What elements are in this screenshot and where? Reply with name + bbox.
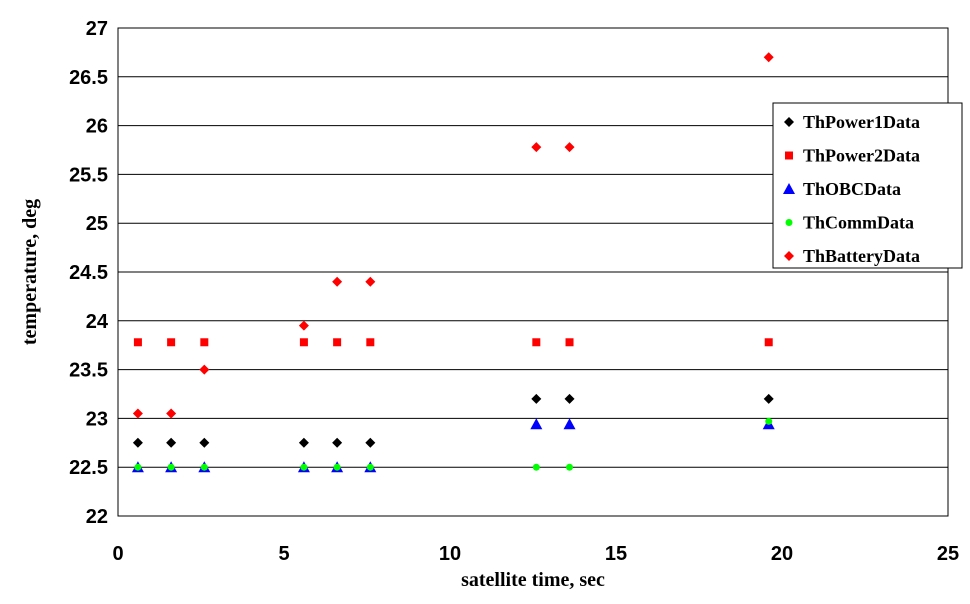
- data-point: [200, 338, 209, 347]
- series-ThPower1Data: [132, 393, 774, 448]
- data-point: [167, 338, 176, 347]
- legend: ThPower1Data ThPower2Data ThOBCData ThCommD…: [772, 102, 963, 269]
- x-tick-labels: 0 5 10 15 20 25: [112, 543, 959, 565]
- legend-entry: ThPower2Data: [785, 146, 920, 166]
- legend-entry: ThCommData: [785, 213, 914, 233]
- data-point: [531, 393, 542, 404]
- data-point: [332, 276, 343, 287]
- legend-label: ThCommData: [803, 213, 914, 233]
- legend-marker: [784, 117, 794, 127]
- data-point: [300, 463, 308, 471]
- x-axis-title: satellite time, sec: [461, 569, 605, 591]
- data-point: [167, 463, 175, 471]
- legend-marker: [783, 183, 795, 194]
- data-point: [333, 338, 342, 347]
- y-tick-label: 26.5: [69, 67, 108, 89]
- legend-marker: [785, 219, 793, 226]
- data-point: [565, 338, 574, 347]
- data-point: [763, 393, 774, 404]
- y-tick-labels: 22 22.5 23 23.5 24 24.5 25 25.5 26 26.5 27: [69, 18, 109, 528]
- y-tick-label: 23: [86, 408, 108, 430]
- x-tick-label: 5: [278, 543, 289, 565]
- series-ThPower2Data: [133, 338, 773, 347]
- x-tick-label: 20: [771, 543, 793, 565]
- data-point: [530, 418, 543, 430]
- y-tick-label: 22.5: [69, 457, 108, 479]
- data-point: [366, 338, 375, 347]
- data-point: [765, 417, 773, 425]
- data-point: [298, 320, 309, 331]
- series-ThBatteryData: [132, 52, 774, 419]
- x-tick-label: 0: [112, 543, 123, 565]
- y-tick-label: 24: [86, 311, 109, 333]
- data-point: [566, 463, 574, 471]
- legend-marker: [785, 151, 793, 160]
- data-point: [564, 142, 575, 153]
- data-point: [166, 437, 177, 448]
- data-point: [333, 463, 341, 471]
- data-point: [133, 338, 142, 347]
- y-tick-label: 23.5: [69, 360, 108, 382]
- data-point: [132, 408, 143, 419]
- legend-entry: ThBatteryData: [784, 246, 920, 266]
- y-tick-label: 24.5: [69, 262, 108, 284]
- data-point: [532, 338, 541, 347]
- y-tick-label: 27: [86, 18, 108, 40]
- y-tick-label: 25: [86, 213, 108, 235]
- y-tick-label: 26: [86, 116, 108, 138]
- data-point: [563, 418, 576, 430]
- x-tick-label: 15: [605, 543, 627, 565]
- data-point: [298, 437, 309, 448]
- data-point: [365, 437, 376, 448]
- x-tick-label: 10: [439, 543, 461, 565]
- y-tick-label: 22: [86, 506, 108, 528]
- data-point: [366, 463, 374, 471]
- series-ThCommData: [134, 417, 773, 471]
- data-point: [134, 463, 142, 471]
- legend-label: ThOBCData: [803, 179, 901, 199]
- data-point: [531, 142, 542, 153]
- data-point: [199, 364, 210, 375]
- data-point: [166, 408, 177, 419]
- legend-label: ThPower1Data: [803, 112, 920, 132]
- data-point: [763, 52, 774, 63]
- data-point: [299, 338, 308, 347]
- x-tick-label: 25: [937, 543, 959, 565]
- legend-box: [772, 102, 963, 269]
- data-point: [200, 463, 208, 471]
- data-point: [332, 437, 343, 448]
- data-points: [131, 52, 775, 473]
- legend-label: ThBatteryData: [803, 246, 920, 266]
- data-point: [132, 437, 143, 448]
- data-point: [199, 437, 210, 448]
- y-axis-title: temperature, deg: [19, 199, 41, 345]
- legend-marker: [784, 251, 794, 261]
- data-point: [564, 393, 575, 404]
- legend-entry: ThOBCData: [783, 179, 901, 199]
- data-point: [365, 276, 376, 287]
- legend-entry: ThPower1Data: [784, 112, 920, 132]
- y-tick-label: 25.5: [69, 164, 108, 186]
- data-point: [764, 338, 773, 347]
- data-point: [532, 463, 540, 471]
- legend-label: ThPower2Data: [803, 146, 920, 166]
